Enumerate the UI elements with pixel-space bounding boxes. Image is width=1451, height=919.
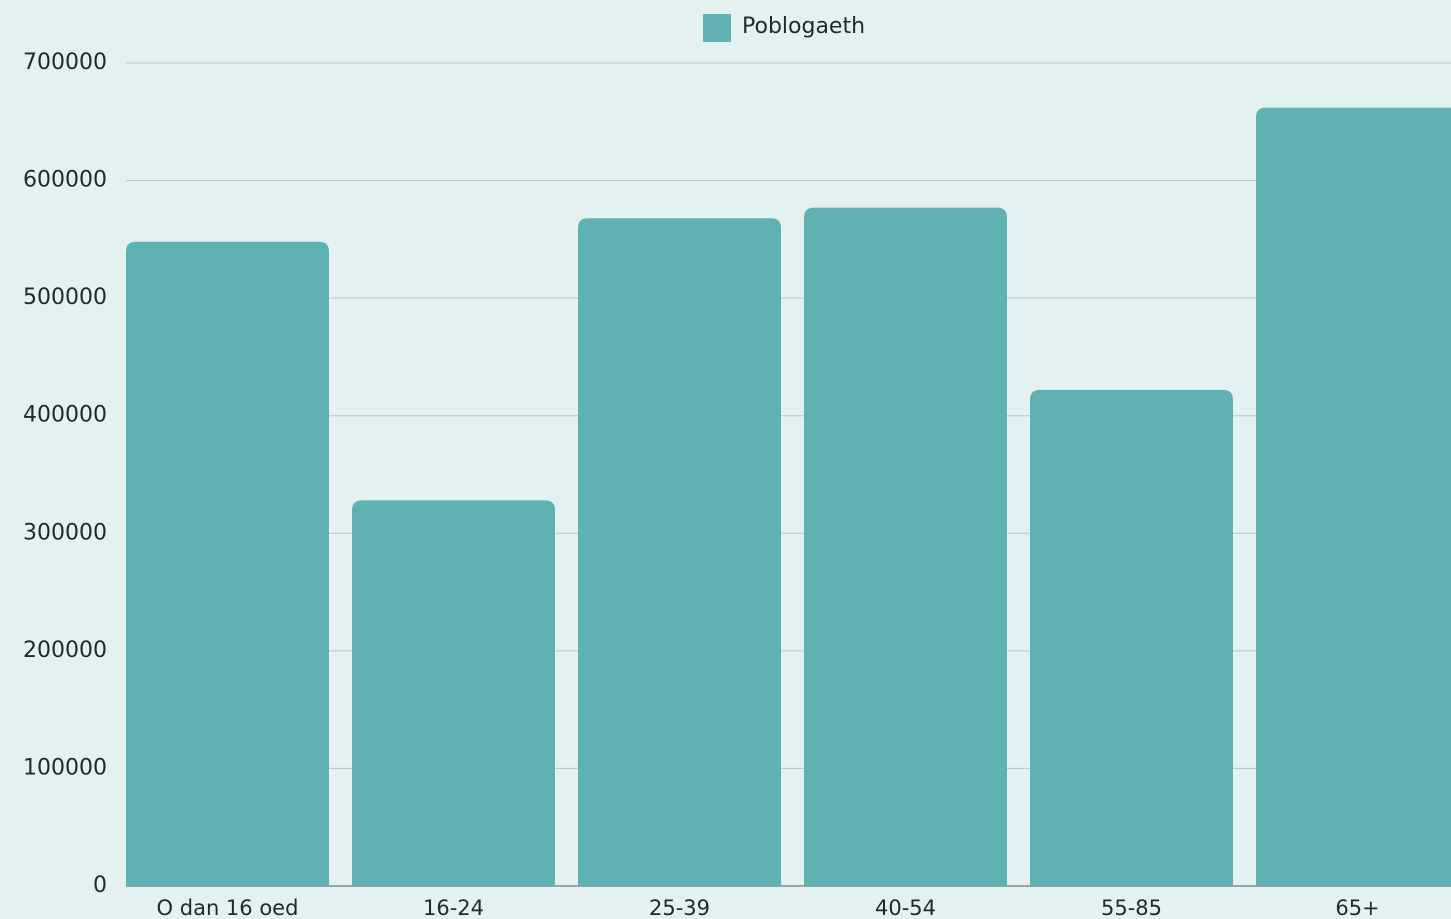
x-tick-label: 16-24 bbox=[423, 896, 484, 919]
y-tick-label: 700000 bbox=[23, 50, 107, 75]
x-tick-label: O dan 16 oed bbox=[157, 896, 299, 919]
bar bbox=[1030, 389, 1233, 886]
y-tick-label: 600000 bbox=[23, 168, 107, 193]
bar bbox=[126, 241, 329, 887]
bar bbox=[578, 218, 781, 887]
bar bbox=[352, 500, 555, 886]
y-tick-label: 500000 bbox=[23, 285, 107, 310]
bar bbox=[804, 207, 1007, 886]
legend-label: Poblogaeth bbox=[742, 14, 865, 39]
y-tick-label: 100000 bbox=[23, 755, 107, 780]
legend-swatch bbox=[703, 14, 731, 42]
x-tick-label: 65+ bbox=[1335, 896, 1379, 919]
y-tick-label: 300000 bbox=[23, 520, 107, 545]
y-tick-label: 0 bbox=[93, 873, 107, 898]
y-tick-label: 400000 bbox=[23, 403, 107, 428]
x-tick-label: 40-54 bbox=[875, 896, 936, 919]
x-tick-label: 25-39 bbox=[649, 896, 710, 919]
bar bbox=[1256, 107, 1451, 886]
x-tick-label: 55-85 bbox=[1101, 896, 1162, 919]
y-tick-label: 200000 bbox=[23, 638, 107, 663]
